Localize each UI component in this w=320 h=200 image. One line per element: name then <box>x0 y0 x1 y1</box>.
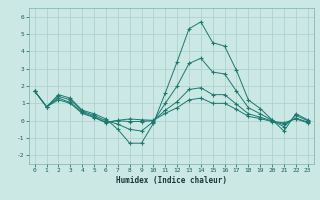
X-axis label: Humidex (Indice chaleur): Humidex (Indice chaleur) <box>116 176 227 185</box>
